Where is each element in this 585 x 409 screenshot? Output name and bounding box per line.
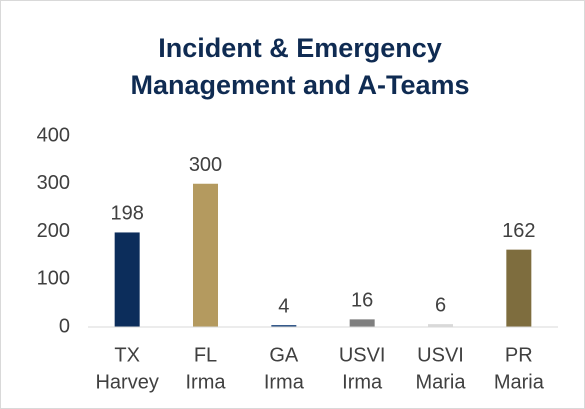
x-tick-label: Irma	[264, 371, 305, 393]
x-tick-label: PR	[505, 344, 533, 366]
x-tick-label: Maria	[494, 371, 545, 393]
x-tick-label: USVI	[417, 344, 464, 366]
x-tick-label: Maria	[415, 371, 466, 393]
data-label: 16	[351, 290, 373, 312]
bar	[349, 319, 375, 327]
data-label: 162	[502, 220, 535, 242]
chart-title: Incident & Emergency	[158, 33, 442, 63]
data-label: 198	[110, 203, 143, 225]
x-tick-label: TX	[114, 344, 140, 366]
bar	[428, 324, 453, 327]
data-label: 4	[278, 295, 289, 317]
x-tick-label: USVI	[339, 344, 386, 366]
x-tick-label: FL	[194, 344, 217, 366]
data-label: 6	[435, 294, 446, 316]
bar	[114, 232, 140, 327]
bar	[506, 249, 532, 327]
x-tick-label: Harvey	[95, 371, 158, 393]
y-tick-label: 400	[37, 124, 70, 146]
y-tick-label: 0	[59, 315, 70, 337]
chart-title: Management and A-Teams	[130, 70, 469, 100]
bar	[271, 325, 297, 327]
bar	[193, 183, 218, 327]
y-tick-label: 200	[37, 220, 70, 242]
y-tick-label: 100	[37, 268, 70, 290]
y-tick-label: 300	[37, 172, 70, 194]
x-tick-label: Irma	[186, 371, 227, 393]
x-tick-label: GA	[269, 344, 299, 366]
data-label: 300	[189, 154, 222, 176]
x-tick-label: Irma	[342, 371, 383, 393]
